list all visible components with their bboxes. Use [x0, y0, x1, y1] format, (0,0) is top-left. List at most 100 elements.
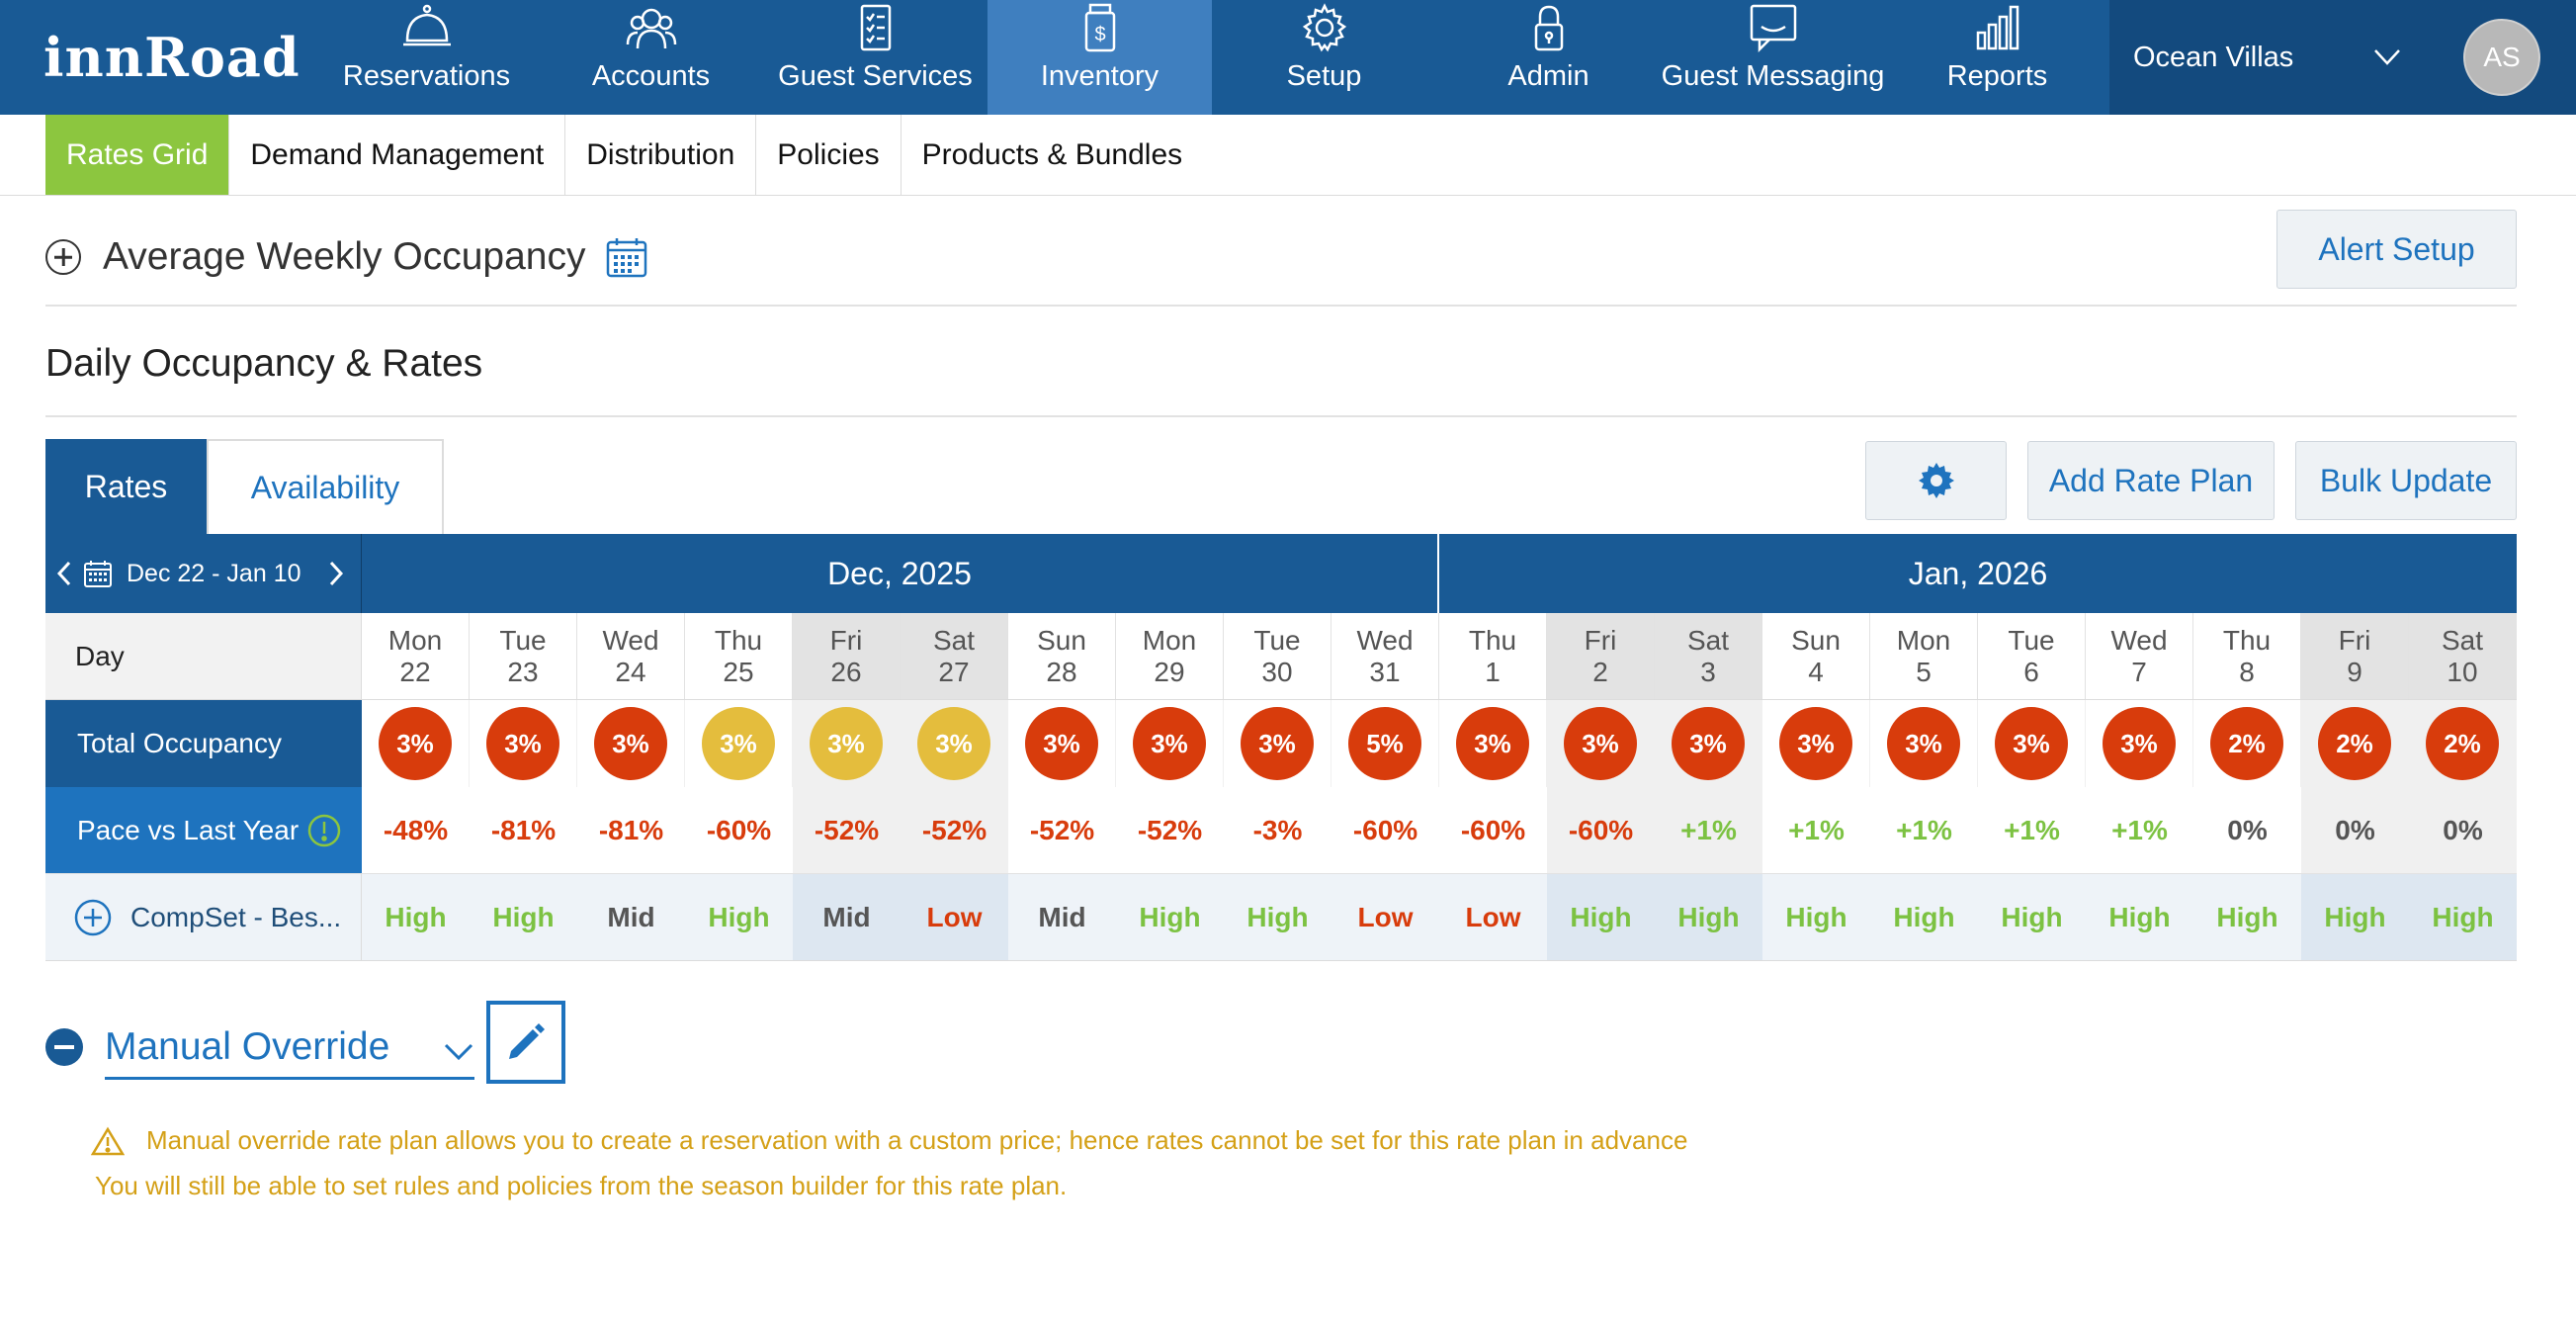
- occupancy-badge[interactable]: 2%: [2318, 707, 2391, 780]
- day-of-week: Sat: [932, 624, 976, 656]
- occupancy-badge[interactable]: 3%: [379, 707, 452, 780]
- chat-icon: [1750, 4, 1796, 52]
- occupancy-badge[interactable]: 2%: [2210, 707, 2283, 780]
- occupancy-cell: 3%: [1762, 700, 1870, 787]
- nav-accounts[interactable]: Accounts: [539, 0, 763, 115]
- rate-plan-selected: Manual Override: [105, 1024, 390, 1068]
- occupancy-badge[interactable]: 3%: [702, 707, 775, 780]
- occupancy-cell: 2%: [2409, 700, 2517, 787]
- day-header: Sun 28: [1008, 613, 1116, 699]
- occupancy-badge[interactable]: 3%: [917, 707, 990, 780]
- settings-button[interactable]: [1865, 441, 2007, 520]
- occupancy-badge[interactable]: 3%: [1133, 707, 1206, 780]
- occupancy-badge[interactable]: 3%: [1995, 707, 2068, 780]
- chevron-left-icon[interactable]: [55, 560, 73, 587]
- occupancy-badge[interactable]: 3%: [1564, 707, 1637, 780]
- alert-setup-button[interactable]: Alert Setup: [2276, 210, 2517, 289]
- compset-row: CompSet - Bes... High High Mid High Mid Low Mi…: [45, 874, 2517, 961]
- subnav-demand-management[interactable]: Demand Management: [229, 115, 566, 195]
- expand-plus-icon[interactable]: [73, 898, 113, 937]
- pace-value: -52%: [901, 787, 1008, 873]
- occupancy-badge[interactable]: 3%: [1025, 707, 1098, 780]
- chevron-down-icon: [444, 1043, 473, 1060]
- day-header: Fri 9: [2301, 613, 2409, 699]
- compset-label-cell[interactable]: CompSet - Bes...: [45, 874, 362, 960]
- innroad-logo[interactable]: innRoad: [43, 26, 301, 89]
- nav-guest-messaging[interactable]: Guest Messaging: [1661, 0, 1885, 115]
- nav-label: Setup: [1286, 60, 1362, 92]
- day-header: Mon 22: [362, 613, 470, 699]
- occupancy-badge[interactable]: 3%: [1672, 707, 1745, 780]
- subnav-products-bundles[interactable]: Products & Bundles: [921, 137, 1183, 171]
- occupancy-badge[interactable]: 3%: [1779, 707, 1852, 780]
- avatar[interactable]: AS: [2463, 19, 2540, 96]
- compset-value: High: [708, 901, 770, 932]
- occupancy-badge[interactable]: 3%: [594, 707, 667, 780]
- info-icon[interactable]: [306, 813, 342, 848]
- compset-value: High: [1655, 874, 1762, 960]
- occupancy-badge[interactable]: 3%: [1887, 707, 1960, 780]
- calendar-icon[interactable]: [605, 235, 648, 279]
- occupancy-badge[interactable]: 3%: [1456, 707, 1529, 780]
- day-of-week: Wed: [1356, 624, 1414, 656]
- occupancy-cell: 3%: [1116, 700, 1224, 787]
- bulk-update-button[interactable]: Bulk Update: [2295, 441, 2517, 520]
- nav-label: Guest Messaging: [1661, 60, 1885, 92]
- add-rate-plan-button[interactable]: Add Rate Plan: [2027, 441, 2275, 520]
- daily-occupancy-title: Daily Occupancy & Rates: [45, 342, 483, 385]
- occupancy-badge[interactable]: 3%: [810, 707, 883, 780]
- rate-plan-select[interactable]: Manual Override: [105, 1016, 474, 1080]
- warning-text-2: You will still be able to set rules and …: [95, 1171, 1068, 1200]
- edit-rate-plan-button[interactable]: [486, 1001, 565, 1084]
- compset-value: Mid: [1038, 901, 1086, 932]
- subnav-policies[interactable]: Policies: [756, 115, 902, 195]
- nav-reports[interactable]: Reports: [1885, 0, 2109, 115]
- occupancy-badge[interactable]: 3%: [486, 707, 559, 780]
- day-header: Wed 24: [577, 613, 685, 699]
- nav-guest-services[interactable]: Guest Services: [763, 0, 987, 115]
- pace-value: -60%: [1352, 814, 1418, 845]
- property-selector[interactable]: Ocean Villas: [2109, 0, 2428, 115]
- nav-inventory[interactable]: $ Inventory: [987, 0, 1212, 115]
- warning-message: Manual override rate plan allows you to …: [91, 1125, 1687, 1156]
- nav-reservations[interactable]: Reservations: [314, 0, 539, 115]
- occupancy-badge[interactable]: 5%: [1348, 707, 1421, 780]
- day-of-week: Tue: [2008, 624, 2055, 656]
- subnav-distribution[interactable]: Distribution: [565, 115, 757, 195]
- tab-availability[interactable]: Availability: [207, 439, 444, 534]
- day-header: Tue 23: [470, 613, 577, 699]
- day-of-week: Wed: [602, 624, 659, 656]
- day-of-week: Fri: [829, 624, 863, 656]
- day-header: Sat 27: [901, 613, 1008, 699]
- collapse-minus-icon[interactable]: [45, 1028, 83, 1066]
- pace-value: +1%: [2111, 814, 2168, 845]
- nav-admin[interactable]: Admin: [1436, 0, 1661, 115]
- nav-label: Reports: [1946, 60, 2048, 92]
- rates-grid: Dec 22 - Jan 10 Dec, 2025 Jan, 2026 Day …: [45, 534, 2517, 961]
- tab-rates[interactable]: Rates: [45, 439, 207, 534]
- pace-value: -60%: [1547, 787, 1655, 873]
- subnav-rates-grid[interactable]: Rates Grid: [45, 115, 230, 195]
- occupancy-cell: 2%: [2193, 700, 2301, 787]
- chevron-right-icon[interactable]: [327, 560, 345, 587]
- pace-value: -81%: [490, 814, 557, 845]
- day-date: 22: [399, 656, 431, 687]
- occupancy-badge[interactable]: 2%: [2426, 707, 2499, 780]
- day-of-week: Wed: [2110, 624, 2168, 656]
- date-range-picker[interactable]: Dec 22 - Jan 10: [73, 559, 327, 588]
- compset-value: High: [2216, 901, 2278, 932]
- gear-icon: [1302, 3, 1346, 52]
- expand-plus-icon[interactable]: [45, 239, 81, 275]
- occupancy-cell: 3%: [685, 700, 793, 787]
- occupancy-badge[interactable]: 3%: [2103, 707, 2176, 780]
- occupancy-badge[interactable]: 3%: [1241, 707, 1314, 780]
- warning-icon: [91, 1126, 125, 1155]
- compset-value: High: [2301, 874, 2409, 960]
- compset-value: Low: [1357, 901, 1414, 932]
- day-date: 31: [1369, 656, 1401, 687]
- occupancy-cell: 3%: [793, 700, 901, 787]
- occupancy-cell: 5%: [1331, 700, 1439, 787]
- pace-value: 0%: [2409, 787, 2517, 873]
- nav-setup[interactable]: Setup: [1212, 0, 1436, 115]
- day-date: 28: [1046, 656, 1077, 687]
